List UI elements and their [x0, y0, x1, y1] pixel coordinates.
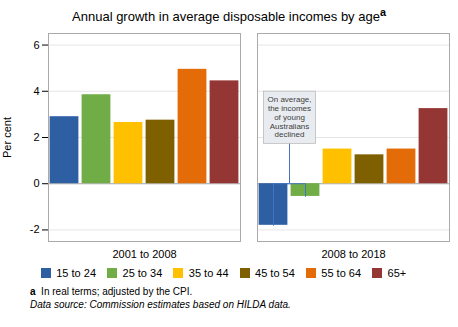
svg-text:2001 to 2008: 2001 to 2008	[112, 249, 176, 261]
html-text:a In real terms; adjusted by t: a In real terms; adjusted by the CPI.	[30, 286, 193, 298]
svg-text:2008 to 2018: 2008 to 2018	[321, 249, 385, 261]
svg-text:6: 6	[33, 39, 39, 51]
html-text:Annual growth in average dispo: Annual growth in average disposable inco…	[72, 6, 386, 25]
html-text:35 to 44: 35 to 44	[188, 266, 229, 279]
html-text:25 to 34: 25 to 34	[122, 266, 163, 279]
html-text:Data source: Commission estima: Data source: Commission estimates based …	[30, 299, 291, 311]
svg-text:Per cent: Per cent	[1, 117, 13, 158]
html-text:15 to 24: 15 to 24	[56, 266, 96, 279]
svg-text:0: 0	[33, 178, 39, 190]
svg-text:2: 2	[33, 131, 39, 143]
svg-text:-2: -2	[30, 224, 40, 236]
svg-text:On average,the incomesof young: On average,the incomesof youngAustralian…	[267, 95, 311, 139]
html-text:55 to 64: 55 to 64	[321, 266, 362, 279]
html-text:45 to 54: 45 to 54	[255, 266, 295, 279]
svg-text:4: 4	[33, 85, 39, 97]
html-text:65+: 65+	[387, 266, 407, 279]
